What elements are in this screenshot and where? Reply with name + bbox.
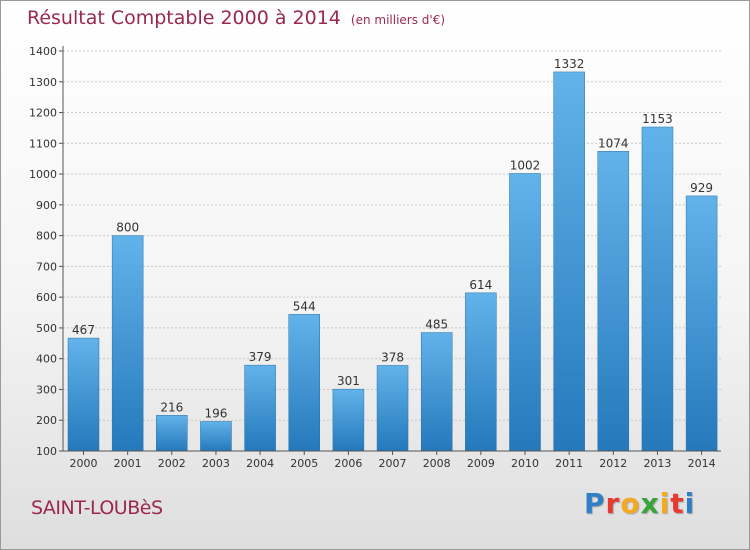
y-tick-label: 900 — [36, 199, 57, 212]
location-name: SAINT-LOUBèS — [31, 497, 163, 519]
x-tick-label: 2013 — [643, 457, 671, 470]
brand-letter: o — [620, 487, 641, 520]
y-tick-label: 1400 — [29, 45, 57, 58]
y-tick-label: 800 — [36, 230, 57, 243]
x-tick-label: 2004 — [246, 457, 274, 470]
y-tick-label: 600 — [36, 291, 57, 304]
y-tick-label: 1100 — [29, 137, 57, 150]
data-label: 544 — [293, 299, 316, 313]
bar-2013 — [641, 126, 674, 452]
proxiti-logo: Proxiti — [584, 487, 695, 520]
x-tick-label: 2006 — [334, 457, 362, 470]
bar-2008 — [420, 332, 453, 452]
x-tick-label: 2001 — [114, 457, 142, 470]
bar-2003 — [200, 421, 232, 452]
bars — [67, 71, 718, 452]
chart-subtitle: (en milliers d'€) — [350, 13, 446, 27]
bar-2007 — [376, 365, 409, 452]
data-label: 1153 — [642, 112, 673, 126]
data-label: 1002 — [510, 158, 541, 172]
bar-2001 — [111, 235, 144, 452]
brand-letter: P — [584, 487, 606, 520]
bar-2009 — [465, 292, 497, 452]
y-tick-label: 300 — [36, 383, 57, 396]
data-label: 216 — [160, 400, 183, 414]
x-tick-label: 2007 — [379, 457, 407, 470]
data-label: 1074 — [598, 136, 629, 150]
x-tick-label: 2011 — [555, 457, 583, 470]
title-text: Résultat Comptable 2000 à 2014 — [27, 7, 341, 29]
chart-title: Résultat Comptable 2000 à 2014 (en millie… — [27, 7, 445, 29]
y-tick-label: 400 — [36, 353, 57, 366]
data-label: 614 — [469, 278, 492, 292]
x-tick-label: 2009 — [467, 457, 495, 470]
bar-2002 — [156, 415, 188, 452]
data-label: 467 — [72, 323, 95, 337]
data-label: 379 — [249, 350, 272, 364]
y-tick-label: 1000 — [29, 168, 57, 181]
axes — [59, 46, 721, 455]
y-tick-label: 500 — [36, 322, 57, 335]
x-tick-label: 2003 — [202, 457, 230, 470]
y-tick-label: 1300 — [29, 76, 57, 89]
brand-letter: i — [659, 487, 671, 520]
x-tick-label: 2010 — [511, 457, 539, 470]
brand-letter: r — [605, 487, 621, 520]
x-tick-label: 2008 — [423, 457, 451, 470]
data-label: 378 — [381, 350, 404, 364]
x-tick-label: 2012 — [599, 457, 627, 470]
bar-2010 — [509, 173, 541, 452]
bar-2011 — [553, 71, 585, 452]
brand-letter: i — [684, 487, 696, 520]
bar-2006 — [332, 388, 365, 452]
data-label: 1332 — [554, 57, 585, 71]
bar-2012 — [597, 151, 630, 452]
x-tick-label: 2002 — [158, 457, 186, 470]
data-label: 800 — [116, 221, 139, 235]
data-label: 301 — [337, 374, 360, 388]
x-tick-label: 2014 — [688, 457, 716, 470]
brand-letter: x — [640, 487, 660, 520]
y-tick-label: 100 — [36, 445, 57, 458]
y-tick-label: 1200 — [29, 107, 57, 120]
y-tick-label: 700 — [36, 260, 57, 273]
labels: 100 200 300 400 500 600 700 800 900 1000 1100 1200 1… — [29, 45, 716, 470]
bar-2000 — [67, 337, 100, 452]
data-label: 196 — [204, 406, 227, 420]
brand-letter: t — [670, 487, 685, 520]
bar-2005 — [288, 314, 320, 452]
bar-2014 — [685, 195, 718, 452]
data-label: 485 — [425, 318, 448, 332]
data-label: 929 — [690, 181, 713, 195]
bar-2004 — [244, 364, 276, 452]
x-tick-label: 2000 — [70, 457, 98, 470]
y-tick-label: 200 — [36, 414, 57, 427]
x-tick-label: 2005 — [290, 457, 318, 470]
